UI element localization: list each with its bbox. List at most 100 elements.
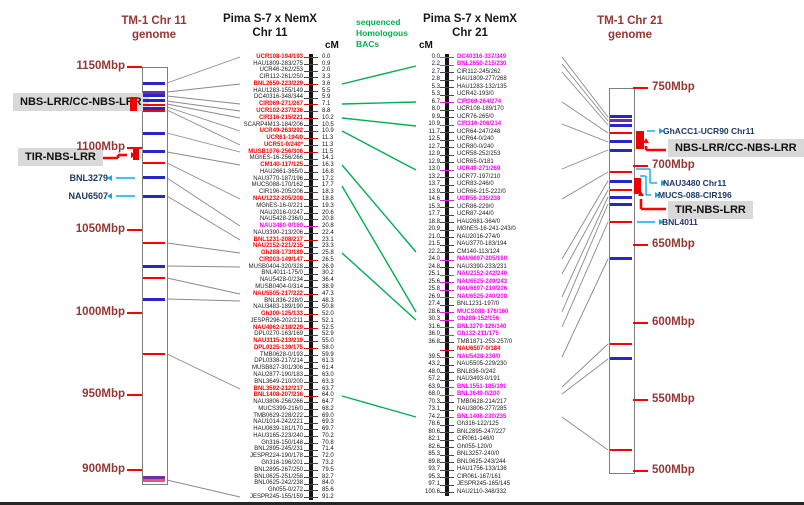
cm-value: 64.7 [322, 399, 334, 406]
cm-value: 31.6 [428, 323, 440, 330]
homology-line-gray [561, 343, 609, 388]
cm-value: 55.0 [322, 338, 334, 345]
left-chromosome-bar [142, 67, 168, 485]
marker-tick [440, 222, 454, 223]
marker-label: UCR49-271/269 [457, 166, 501, 173]
marker-label: HAU1809-277/268 [457, 76, 507, 83]
homology-line-gray [561, 149, 609, 170]
chromosome-band [610, 448, 632, 451]
cm-value: 28.6 [428, 308, 440, 315]
bnl4011-label: BNL4011 [662, 217, 698, 227]
chromosome-band [610, 132, 632, 134]
cm-value: 97.1 [428, 481, 440, 488]
chromosome-band [143, 162, 165, 164]
marker-tick [304, 436, 318, 438]
cm-value: 82.6 [428, 443, 440, 450]
marker-label: MUSB1076-256/306 [248, 148, 303, 155]
resistance-gene-block [636, 131, 644, 149]
cm-value: 71.4 [322, 446, 334, 453]
homologous-bac-line [341, 395, 417, 418]
cm-value: 38.9 [322, 283, 334, 290]
left-genome-title-line1: TM-1 Chr 11 [121, 15, 187, 27]
marker-label: NAU4962-218/229 [252, 324, 303, 331]
marker-label: DC40316-337/349 [457, 53, 507, 60]
left-map-title-line1: Pima S-7 x NemX [223, 13, 317, 25]
homology-line-gray [166, 298, 241, 302]
nbs-lrr-left-label: NBS-LRR/CC-NBS-LRR [13, 93, 149, 111]
tir-nbs-lrr-left-label: TIR-NBS-LRR [18, 148, 103, 166]
marker-label: HAU1283-155/149 [253, 87, 303, 94]
marker-tick [440, 124, 454, 126]
cm-value: 14.1 [322, 155, 334, 162]
chromosome-band [143, 150, 165, 154]
cm-value: 89.8 [428, 458, 440, 465]
cm-value: 25.8 [428, 286, 440, 293]
homology-line-gray [561, 101, 609, 134]
marker-label: UCR56-235/238 [457, 196, 501, 203]
homology-line-gray [561, 189, 609, 275]
marker-tick [440, 169, 454, 171]
marker-label: TMB0628-0/193 [259, 351, 303, 358]
marker-tick [304, 388, 318, 390]
marker-label: CIR061-146/0 [457, 436, 495, 443]
marker-label: DC40316-348/344 [253, 94, 303, 101]
marker-tick [304, 409, 318, 411]
right-map-title-line1: Pima S-7 x NemX [423, 13, 517, 25]
marker-label: CIR316-206/214 [457, 121, 502, 128]
marker-tick [440, 184, 454, 186]
marker-tick [440, 417, 454, 418]
marker-label: BNL3649-0/200 [457, 391, 500, 398]
marker-tick [304, 178, 318, 180]
marker-tick [304, 469, 318, 471]
chromosome-band [610, 343, 632, 345]
right-genome-title-line1: TM-1 Chr 21 [597, 15, 663, 27]
homologous-bac-line [341, 185, 417, 313]
marker-tick [440, 409, 454, 411]
figure-bottom-border [0, 502, 804, 505]
marker-label: BNL4011-175/0 [261, 270, 303, 277]
marker-label: MUSB0404-0/314 [255, 283, 303, 290]
cm-value: 7.1 [322, 101, 331, 108]
marker-tick [440, 102, 454, 103]
marker-tick [304, 131, 318, 133]
cm-value: 91.2 [322, 493, 334, 500]
cm-value: 14.6 [428, 196, 440, 203]
marker-tick [304, 138, 318, 140]
marker-label: UCR108-189/170 [457, 106, 504, 113]
chromosome-band [610, 202, 632, 206]
marker-label: Gh132-211/175 [457, 331, 499, 338]
homology-line-gray [166, 353, 241, 390]
cm-value: 0.0 [431, 53, 440, 60]
marker-tick [304, 293, 318, 295]
nbs-lrr-right-label: NBS-LRR/CC-NBS-LRR [668, 139, 804, 157]
mbp-label: 950Mbp [82, 388, 125, 401]
marker-label: UCR102-237/236 [256, 107, 303, 114]
marker-tick [304, 327, 318, 329]
marker-label: UCR64-0/240 [457, 136, 494, 143]
marker-tick [304, 381, 318, 383]
marker-label: NAU1014-242/221 [253, 419, 303, 426]
mbp-tick [127, 394, 142, 397]
marker-tick [440, 477, 454, 478]
homology-line-gray [561, 63, 609, 122]
cm-value: 27.4 [428, 301, 440, 308]
cm-value: 52.1 [322, 317, 334, 324]
marker-label: CIR061-167/161 [457, 473, 502, 480]
marker-tick [440, 312, 454, 313]
cm-value: 13.7 [428, 181, 440, 188]
marker-tick [440, 252, 454, 253]
homology-line-gray [561, 123, 609, 143]
homology-line-gray [166, 100, 241, 112]
red-arrowhead-icon [638, 191, 644, 196]
marker-label: NAU2152-242/240 [457, 271, 508, 278]
marker-tick [440, 364, 454, 366]
marker-tick [304, 273, 318, 275]
cm-value: 100.6 [424, 488, 440, 495]
cm-value: 72.0 [322, 453, 334, 460]
cm-value: 64.0 [322, 392, 334, 399]
marker-tick [304, 199, 318, 201]
cm-value: 17.2 [322, 175, 334, 182]
marker-tick [304, 104, 318, 106]
cm-value: 13.2 [428, 173, 440, 180]
